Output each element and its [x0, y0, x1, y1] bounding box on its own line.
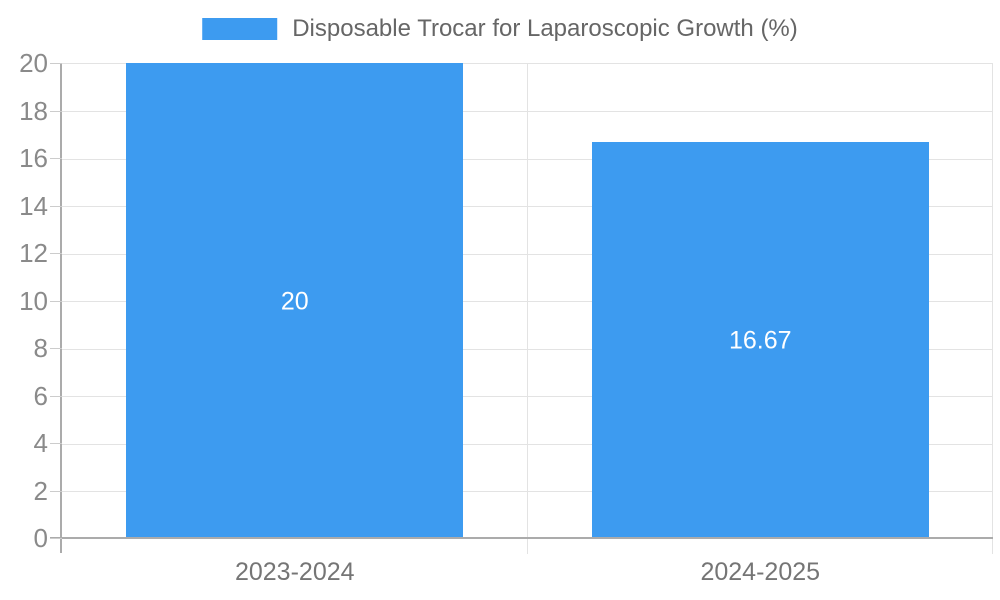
legend-label: Disposable Trocar for Laparoscopic Growt… [292, 15, 798, 42]
bar-value-label: 16.67 [728, 326, 792, 355]
plot-area: 20 16.67 [62, 63, 993, 554]
y-axis-tick [50, 205, 62, 207]
x-axis-tick-label: 2023-2024 [234, 558, 355, 586]
y-axis-tick [50, 110, 62, 112]
y-axis-tick-label: 2 [33, 475, 48, 506]
x-axis-tick-label: 2024-2025 [700, 558, 821, 586]
y-axis-tick-label: 10 [19, 285, 48, 316]
y-axis-tick-label: 4 [33, 428, 48, 458]
y-axis-tick [50, 395, 62, 397]
y-axis-tick-label: 14 [19, 190, 48, 221]
bar-value-label: 20 [280, 287, 309, 315]
y-axis-tick [50, 253, 62, 254]
y-axis-tick-label: 6 [33, 380, 48, 411]
x-axis-tick [992, 539, 993, 554]
y-axis-tick-label: 20 [19, 48, 48, 78]
legend-item[interactable]: Disposable Trocar for Laparoscopic Growt… [202, 15, 798, 43]
y-axis-tick-label: 18 [19, 95, 48, 126]
y-axis-tick [50, 538, 62, 539]
y-axis-tick [50, 490, 62, 492]
y-axis-tick [50, 348, 62, 349]
x-axis-line [50, 537, 993, 539]
y-axis-tick-label: 0 [33, 523, 48, 553]
y-axis-tick-label: 8 [33, 333, 48, 363]
legend-swatch [202, 18, 278, 40]
y-axis-tick-label: 12 [19, 238, 48, 268]
y-axis-line [60, 63, 62, 553]
y-axis-tick [50, 63, 62, 64]
y-axis-tick [50, 443, 62, 444]
y-axis-tick-label: 16 [19, 143, 48, 173]
gridline [527, 64, 528, 554]
bar[interactable] [591, 142, 929, 538]
bar[interactable] [126, 63, 464, 538]
y-axis-tick [50, 300, 62, 302]
y-axis-tick [50, 158, 62, 159]
